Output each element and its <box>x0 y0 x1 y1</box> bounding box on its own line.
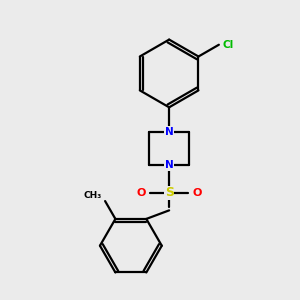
Text: N: N <box>165 160 173 170</box>
Text: O: O <box>136 188 146 198</box>
Text: CH₃: CH₃ <box>84 190 102 200</box>
Text: O: O <box>193 188 202 198</box>
Text: Cl: Cl <box>222 40 234 50</box>
Text: N: N <box>165 127 173 136</box>
Text: S: S <box>165 186 174 199</box>
